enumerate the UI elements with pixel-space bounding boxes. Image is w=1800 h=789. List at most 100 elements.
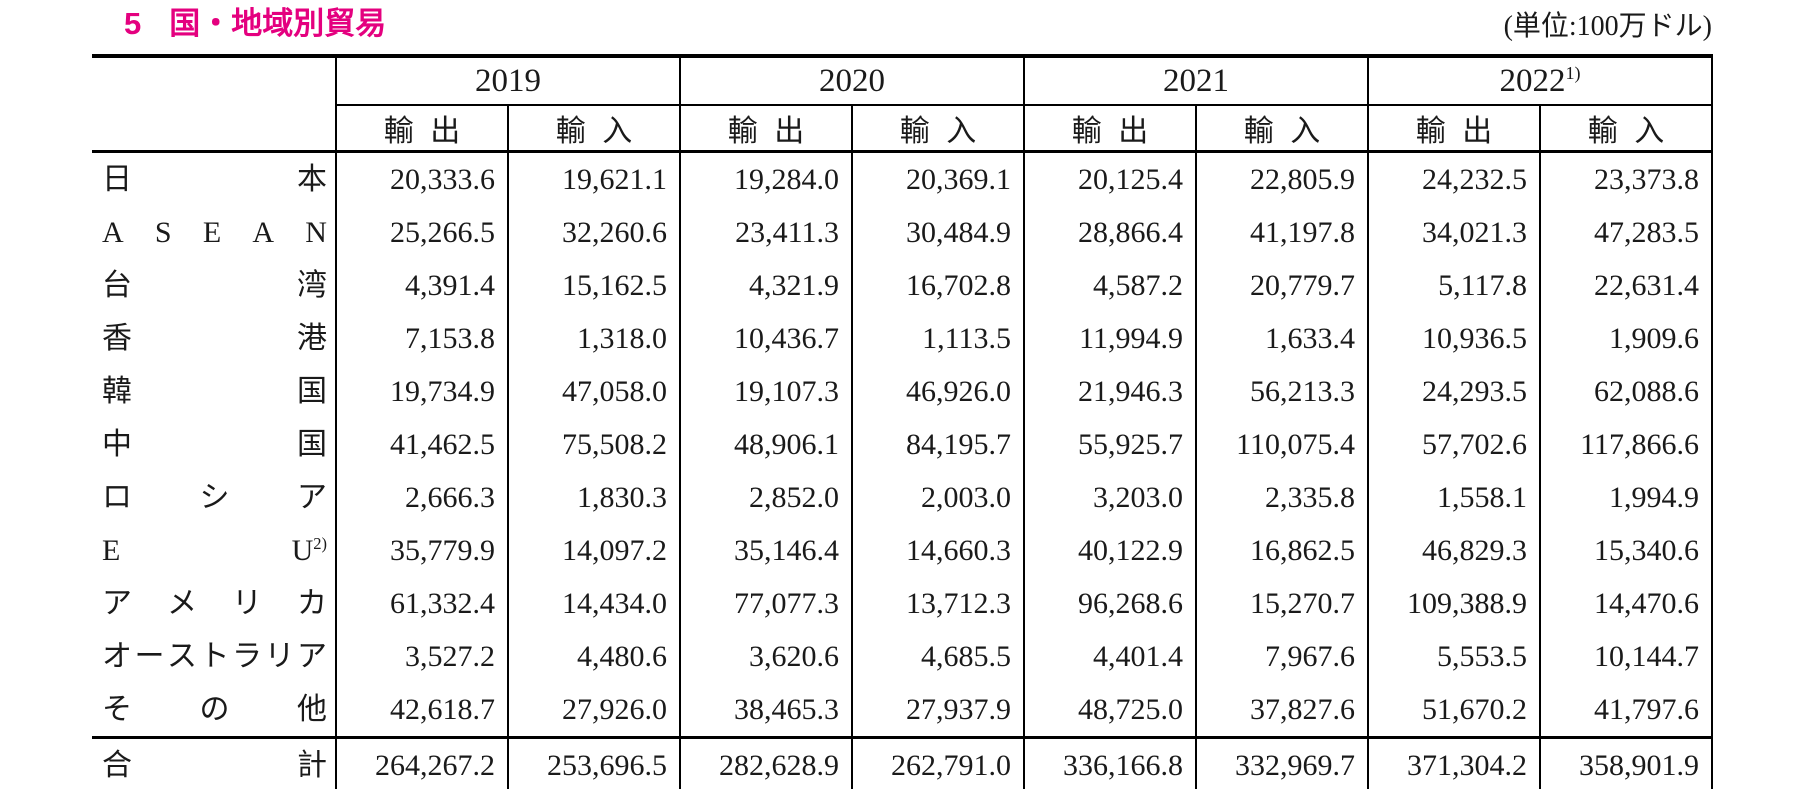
row-label-cell: 中国 <box>92 418 337 471</box>
row-label-cell: アメリカ <box>92 577 337 630</box>
row-label: 台湾 <box>92 268 335 302</box>
row-label: オーストラリア <box>92 639 335 673</box>
table-row: そ の 他 42,618.7 27,926.0 38,465.3 27,937.9 48,72… <box>92 683 1713 738</box>
row-label-char: 香 <box>102 321 132 355</box>
sub-header-cell: 輸入 <box>1195 105 1369 153</box>
table-row: 中国 41,462.5 75,508.2 48,906.1 84,195.7 55,925… <box>92 418 1713 471</box>
data-cell: 19,284.0 <box>679 151 853 206</box>
data-cell: 1,113.5 <box>851 312 1025 365</box>
row-label-char: A <box>102 215 124 249</box>
data-cell: 37,827.6 <box>1195 683 1369 738</box>
data-cell: 77,077.3 <box>679 577 853 630</box>
unit-note: (単位:100万ドル) <box>1503 11 1712 42</box>
data-cell: 262,791.0 <box>851 736 1025 789</box>
section-number: 5 <box>124 6 142 41</box>
data-cell: 84,195.7 <box>851 418 1025 471</box>
section-title-text: 国・地域別貿易 <box>169 6 387 41</box>
data-cell: 34,021.3 <box>1367 206 1541 259</box>
data-cell: 14,660.3 <box>851 524 1025 577</box>
data-cell: 1,994.9 <box>1539 471 1713 524</box>
data-cell: 10,144.7 <box>1539 630 1713 683</box>
table-row: ロ シ ア 2,666.3 1,830.3 2,852.0 2,003.0 3,203.0 2,… <box>92 471 1713 524</box>
data-cell: 10,436.7 <box>679 312 853 365</box>
row-label-char: ー <box>134 639 165 673</box>
data-cell: 117,866.6 <box>1539 418 1713 471</box>
data-cell: 32,260.6 <box>507 206 681 259</box>
data-cell: 35,146.4 <box>679 524 853 577</box>
section-title: 5 国・地域別貿易 <box>124 4 386 44</box>
row-label-char: 韓 <box>102 374 132 408</box>
row-label: 日本 <box>92 162 335 196</box>
data-cell: 1,318.0 <box>507 312 681 365</box>
row-label-char: U2) <box>291 533 327 567</box>
data-cell: 15,340.6 <box>1539 524 1713 577</box>
year-group-header: 20221) <box>1367 56 1713 106</box>
row-label-char: の <box>199 692 230 726</box>
data-cell: 21,946.3 <box>1023 365 1197 418</box>
data-cell: 358,901.9 <box>1539 736 1713 789</box>
data-cell: 4,480.6 <box>507 630 681 683</box>
row-label: ロシア <box>92 480 335 514</box>
data-cell: 24,293.5 <box>1367 365 1541 418</box>
table-row: 台湾 4,391.4 15,162.5 4,321.9 16,702.8 4,587.2 2… <box>92 259 1713 312</box>
data-cell: 4,401.4 <box>1023 630 1197 683</box>
row-label-char: ト <box>199 639 230 673</box>
row-label-cell: 台湾 <box>92 259 337 312</box>
row-label-char: 中 <box>102 427 132 461</box>
data-cell: 2,335.8 <box>1195 471 1369 524</box>
data-cell: 35,779.9 <box>335 524 509 577</box>
data-cell: 336,166.8 <box>1023 736 1197 789</box>
data-cell: 42,618.7 <box>335 683 509 738</box>
sub-header-cell: 輸出 <box>335 105 509 153</box>
row-label-cell: その他 <box>92 683 337 738</box>
row-label-char: ロ <box>102 480 132 514</box>
data-cell: 15,270.7 <box>1195 577 1369 630</box>
row-label-char: A <box>252 215 275 249</box>
row-label-cell: E U2) <box>92 524 337 577</box>
data-cell: 30,484.9 <box>851 206 1025 259</box>
data-cell: 1,909.6 <box>1539 312 1713 365</box>
data-cell: 19,734.9 <box>335 365 509 418</box>
row-label-char: リ <box>264 639 295 673</box>
sub-header-cell: 輸入 <box>1539 105 1713 153</box>
data-cell: 332,969.7 <box>1195 736 1369 789</box>
data-cell: 1,633.4 <box>1195 312 1369 365</box>
row-label: 合計 <box>92 751 335 781</box>
sub-header-row: 輸出 輸入 輸出 輸入 輸出 輸入 輸出 輸入 <box>92 105 1713 153</box>
row-label-char: 台 <box>102 268 132 302</box>
table-row: 韓国 19,734.9 47,058.0 19,107.3 46,926.0 21,946… <box>92 365 1713 418</box>
table-row: E U2) 35,779.9 14,097.2 35,146.4 14,660.3 40,1… <box>92 524 1713 577</box>
row-label: その他 <box>92 692 335 726</box>
footnote-marker: 1) <box>1565 62 1581 83</box>
data-cell: 4,587.2 <box>1023 259 1197 312</box>
data-cell: 51,670.2 <box>1367 683 1541 738</box>
data-cell: 19,107.3 <box>679 365 853 418</box>
data-cell: 57,702.6 <box>1367 418 1541 471</box>
row-label-char: 本 <box>297 162 327 196</box>
data-cell: 22,631.4 <box>1539 259 1713 312</box>
row-label-char: 日 <box>102 162 132 196</box>
trade-table: 2019 2020 2021 20221) 輸出 輸入 輸出 輸入 輸出 輸入 輸出 輸入 日本 20… <box>92 54 1713 789</box>
row-label-char: N <box>305 215 327 249</box>
table-header: 2019 2020 2021 20221) 輸出 輸入 輸出 輸入 輸出 輸入 輸出 輸入 <box>92 56 1713 153</box>
row-label-char: 湾 <box>297 268 327 302</box>
data-cell: 5,553.5 <box>1367 630 1541 683</box>
row-label-char: 合 <box>102 749 132 782</box>
data-cell: 15,162.5 <box>507 259 681 312</box>
data-cell: 23,411.3 <box>679 206 853 259</box>
footnote-marker: 2) <box>313 533 327 553</box>
data-cell: 25,266.5 <box>335 206 509 259</box>
row-label-char: 国 <box>297 427 327 461</box>
row-label-char: ア <box>102 586 132 620</box>
row-label-cell: 合計 <box>92 736 337 789</box>
data-cell: 23,373.8 <box>1539 151 1713 206</box>
row-label: アメリカ <box>92 586 335 620</box>
data-cell: 16,862.5 <box>1195 524 1369 577</box>
data-cell: 5,117.8 <box>1367 259 1541 312</box>
data-cell: 27,937.9 <box>851 683 1025 738</box>
data-cell: 22,805.9 <box>1195 151 1369 206</box>
data-cell: 48,725.0 <box>1023 683 1197 738</box>
data-cell: 20,369.1 <box>851 151 1025 206</box>
data-cell: 47,283.5 <box>1539 206 1713 259</box>
